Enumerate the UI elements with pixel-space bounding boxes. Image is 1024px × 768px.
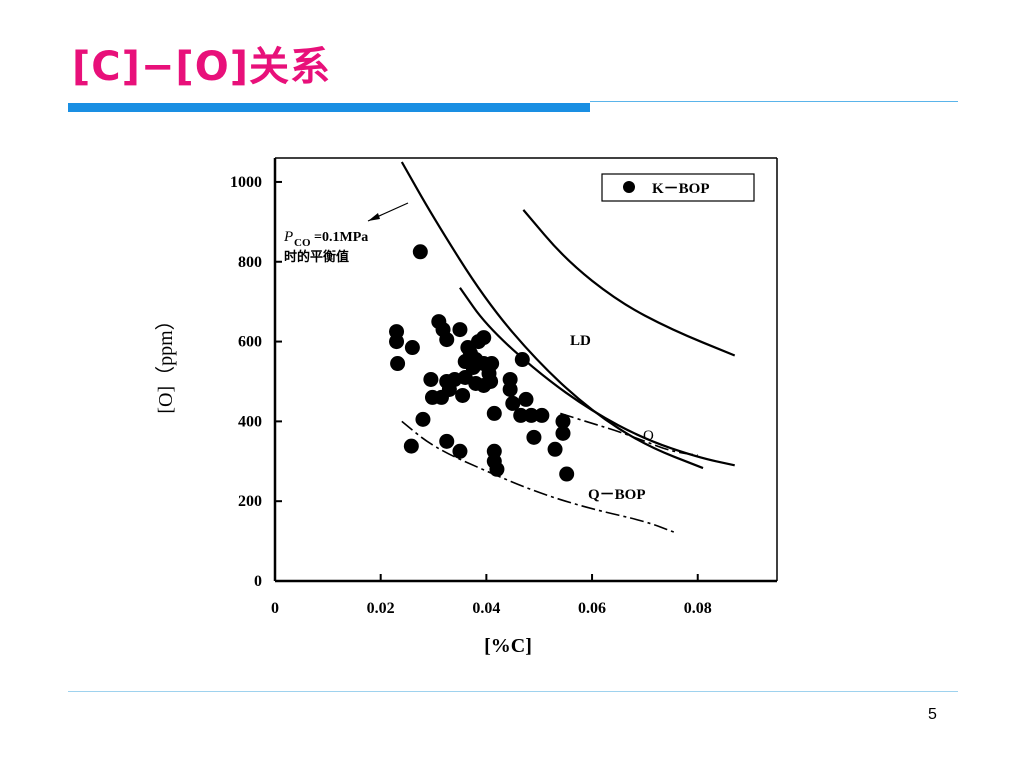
pco-label-line2: 时的平衡值 — [284, 249, 349, 265]
data-point — [514, 352, 530, 368]
data-point — [483, 373, 499, 389]
y-tick-label: 400 — [238, 413, 262, 430]
data-point — [534, 407, 550, 423]
curve-o — [560, 412, 698, 457]
tick-labels: 0 200 400 600 800 1000 0 0.02 0.04 0.06 0.08 — [230, 174, 712, 617]
title-accent-bar — [68, 103, 590, 112]
pco-arrow-head — [368, 213, 380, 221]
data-point — [441, 381, 457, 397]
data-point — [489, 461, 505, 477]
equilibrium-curves — [400, 161, 736, 534]
data-point — [439, 332, 455, 348]
data-point — [403, 438, 419, 454]
data-point — [555, 425, 571, 441]
data-point — [390, 356, 406, 372]
slide-title: [C]−[O]关系 — [72, 44, 331, 90]
pco-label-rest: =0.1MPa — [314, 230, 368, 245]
o-label: O — [643, 428, 654, 444]
data-point — [404, 340, 420, 356]
data-point — [439, 433, 455, 449]
curve-p-co-0-1mpa — [400, 161, 704, 470]
data-point — [476, 330, 492, 346]
data-point — [526, 429, 542, 445]
data-point — [452, 322, 468, 338]
axes — [273, 157, 778, 583]
pco-label-p: P — [283, 229, 293, 245]
data-point — [415, 411, 431, 427]
data-point — [389, 334, 405, 350]
data-point — [505, 395, 521, 411]
legend-label: K－BOP — [652, 181, 710, 197]
x-tick-label: 0.04 — [472, 600, 500, 617]
data-point — [423, 371, 439, 387]
data-point — [486, 405, 502, 421]
curve-q-bop — [401, 420, 677, 534]
x-tick-label: 0.02 — [367, 600, 395, 617]
footer-rule — [68, 691, 958, 692]
data-point — [523, 407, 539, 423]
curve-ld-lower — [459, 287, 735, 467]
legend-marker — [623, 181, 635, 193]
x-tick-label: 0.08 — [684, 600, 712, 617]
x-tick-label: 0 — [271, 600, 279, 617]
page-number: 5 — [928, 706, 937, 723]
data-point — [412, 244, 428, 260]
y-tick-label: 600 — [238, 334, 262, 351]
qbop-label: Q－BOP — [588, 487, 646, 503]
x-axis-label: [%C] — [484, 635, 532, 657]
x-tick-label: 0.06 — [578, 600, 606, 617]
data-point — [452, 443, 468, 459]
pco-annotation: P CO =0.1MPa 时的平衡值 — [283, 202, 409, 265]
data-point — [457, 354, 473, 370]
data-point — [559, 466, 575, 482]
data-point — [555, 413, 571, 429]
title-rule — [590, 101, 958, 102]
y-tick-label: 1000 — [230, 174, 262, 191]
pco-label-sub: CO — [294, 237, 311, 249]
y-tick-label: 0 — [254, 573, 262, 590]
y-tick-label: 200 — [238, 493, 262, 510]
data-point — [502, 381, 518, 397]
y-tick-label: 800 — [238, 254, 262, 271]
curve-ld-upper — [522, 209, 736, 357]
data-point — [518, 391, 534, 407]
data-point — [513, 407, 529, 423]
data-points — [389, 244, 575, 482]
ld-label: LD — [570, 333, 591, 349]
y-axis-label: [O]（ppm） — [154, 310, 177, 413]
data-point — [455, 387, 471, 403]
legend: K－BOP — [601, 173, 755, 202]
data-point — [547, 441, 563, 457]
